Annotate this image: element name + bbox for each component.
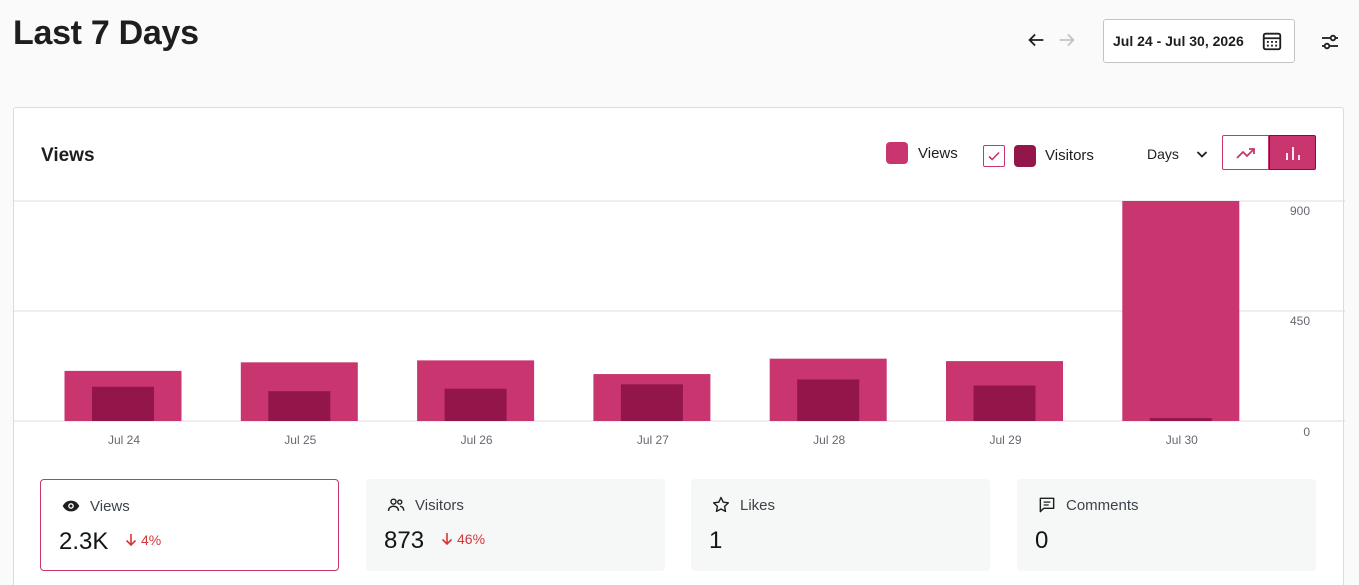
sliders-icon bbox=[1322, 34, 1338, 50]
stat-label: Visitors bbox=[415, 496, 464, 514]
stat-value: 0 bbox=[1035, 527, 1049, 554]
arrow-down-icon bbox=[441, 533, 453, 546]
stat-change: 46% bbox=[441, 531, 485, 547]
x-tick-label: Jul 28 bbox=[813, 433, 845, 447]
x-tick-label: Jul 25 bbox=[284, 433, 316, 447]
legend-views-swatch bbox=[886, 142, 908, 164]
previous-period-button[interactable] bbox=[1024, 28, 1048, 52]
people-icon bbox=[386, 495, 406, 515]
legend-views-label: Views bbox=[918, 145, 958, 162]
eye-icon bbox=[61, 496, 81, 516]
stat-card-views[interactable]: Views 2.3K 4% bbox=[40, 479, 339, 571]
date-range-button[interactable]: Jul 24 - Jul 30, 2026 bbox=[1103, 19, 1295, 63]
visitors-bar bbox=[92, 386, 154, 421]
stat-label: Likes bbox=[740, 496, 776, 514]
legend-visitors-label: Visitors bbox=[1045, 147, 1094, 164]
period-select[interactable]: Days bbox=[1147, 146, 1209, 162]
stat-label: Views bbox=[90, 497, 130, 515]
arrow-left-icon bbox=[1028, 33, 1044, 47]
page-title: Last 7 Days bbox=[13, 14, 199, 52]
visitors-bar bbox=[620, 384, 683, 421]
chevron-down-icon bbox=[1196, 151, 1208, 158]
views-bar bbox=[1122, 201, 1240, 421]
stat-change-value: 4% bbox=[141, 532, 162, 548]
stat-header: Views bbox=[61, 496, 130, 516]
bar-chart-icon bbox=[1285, 146, 1300, 160]
x-tick-label: Jul 26 bbox=[461, 433, 493, 447]
stat-card-visitors[interactable]: Visitors 873 46% bbox=[366, 479, 665, 571]
visitors-bar bbox=[973, 385, 1036, 421]
stat-header: Comments bbox=[1037, 495, 1139, 515]
stat-header: Likes bbox=[711, 495, 775, 515]
x-tick-label: Jul 24 bbox=[108, 433, 140, 447]
visitors-bar bbox=[1149, 418, 1212, 421]
x-tick-label: Jul 27 bbox=[637, 433, 669, 447]
stat-card-likes[interactable]: Likes 1 bbox=[691, 479, 990, 571]
trend-icon bbox=[1235, 147, 1255, 159]
comment-icon bbox=[1037, 495, 1057, 515]
visitors-bar bbox=[797, 379, 860, 421]
arrow-right-icon bbox=[1059, 33, 1075, 47]
settings-button[interactable] bbox=[1318, 30, 1342, 54]
stat-header: Visitors bbox=[386, 495, 464, 515]
arrow-down-icon bbox=[125, 534, 137, 547]
period-label: Days bbox=[1147, 146, 1179, 162]
x-tick-label: Jul 29 bbox=[989, 433, 1021, 447]
date-range-label: Jul 24 - Jul 30, 2026 bbox=[1113, 33, 1244, 49]
legend-visitors-swatch bbox=[1014, 145, 1036, 167]
y-tick-label: 450 bbox=[1290, 314, 1310, 328]
stat-change-value: 46% bbox=[457, 531, 486, 547]
star-icon bbox=[711, 495, 731, 515]
stat-change: 4% bbox=[125, 532, 161, 548]
y-tick-label: 0 bbox=[1303, 425, 1310, 439]
stat-card-comments[interactable]: Comments 0 bbox=[1017, 479, 1316, 571]
stat-label: Comments bbox=[1066, 496, 1139, 514]
next-period-button[interactable] bbox=[1055, 28, 1079, 52]
line-chart-toggle[interactable] bbox=[1222, 135, 1269, 170]
calendar-icon bbox=[1262, 32, 1282, 51]
stat-value: 1 bbox=[709, 527, 723, 554]
checkmark-icon bbox=[988, 151, 1000, 161]
stat-value: 873 bbox=[384, 527, 425, 554]
y-tick-label: 900 bbox=[1290, 204, 1310, 218]
visitors-toggle-checkbox[interactable] bbox=[983, 145, 1005, 167]
views-bar-chart: 0 450 900 Jul 24 Jul 25 Jul 26 Jul 27 Jul 28 Jul… bbox=[14, 200, 1345, 447]
stat-value: 2.3K bbox=[59, 528, 109, 555]
visitors-bar bbox=[444, 388, 507, 421]
chart-title: Views bbox=[41, 145, 95, 166]
visitors-bar bbox=[268, 391, 331, 421]
bar-chart-toggle[interactable] bbox=[1269, 135, 1316, 170]
x-tick-label: Jul 30 bbox=[1166, 433, 1198, 447]
